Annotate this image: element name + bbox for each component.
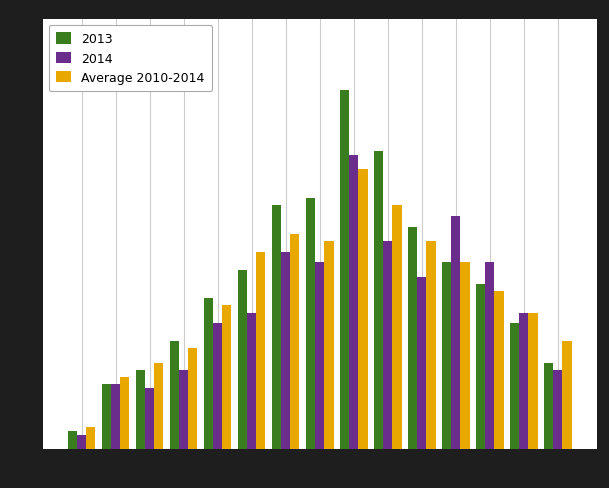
Bar [272,205,281,449]
Bar [213,324,222,449]
Bar [442,263,451,449]
Bar [204,299,213,449]
Bar [77,435,86,449]
Bar [325,242,334,449]
Bar [86,427,96,449]
Bar [256,252,266,449]
Bar [154,363,163,449]
Bar [426,242,435,449]
Bar [529,313,538,449]
Bar [485,263,495,449]
Bar [68,431,77,449]
Bar [544,363,553,449]
Bar [222,306,231,449]
Bar [179,370,188,449]
Bar [238,270,247,449]
Bar [145,388,154,449]
Bar [495,291,504,449]
Bar [460,263,470,449]
Bar [247,313,256,449]
Bar [476,285,485,449]
Bar [451,216,460,449]
Bar [392,205,401,449]
Bar [111,385,120,449]
Legend: 2013, 2014, Average 2010-2014: 2013, 2014, Average 2010-2014 [49,26,213,92]
Bar [340,91,349,449]
Bar [290,234,300,449]
Bar [358,170,367,449]
Bar [519,313,529,449]
Bar [120,377,129,449]
Bar [306,199,315,449]
Bar [553,370,563,449]
Bar [136,370,145,449]
Bar [374,152,383,449]
Bar [417,277,426,449]
Bar [563,342,572,449]
Bar [383,242,392,449]
Bar [408,227,417,449]
Bar [102,385,111,449]
Bar [510,324,519,449]
Bar [170,342,179,449]
Bar [349,156,358,449]
Bar [281,252,290,449]
Bar [315,263,325,449]
Bar [188,349,197,449]
